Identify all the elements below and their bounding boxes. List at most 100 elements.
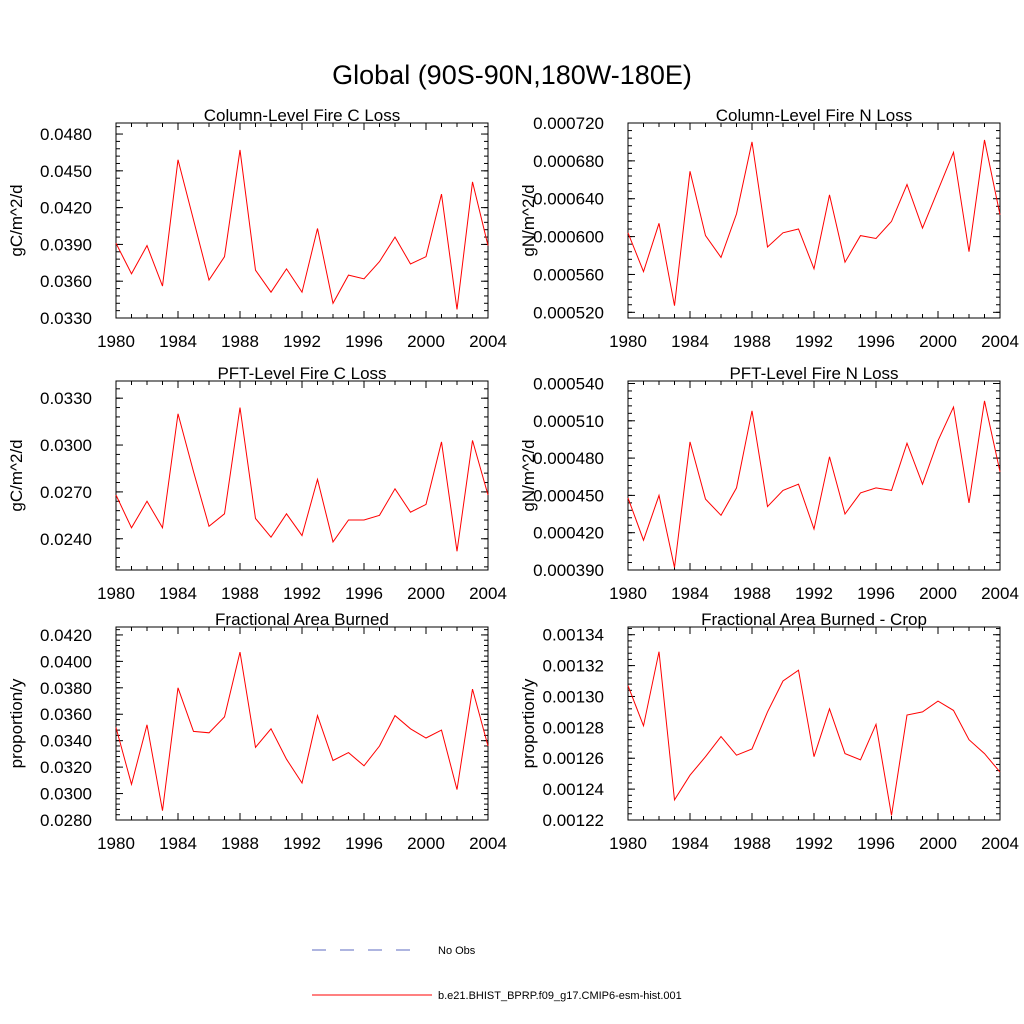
x-tick-label: 1992 bbox=[283, 584, 321, 603]
series-line bbox=[115, 407, 489, 552]
series-line bbox=[627, 400, 1001, 568]
legend-model-label: b.e21.BHIST_BPRP.f09_g17.CMIP6-esm-hist.… bbox=[438, 990, 682, 1002]
x-tick-label: 1980 bbox=[609, 584, 647, 603]
panel-title: PFT-Level Fire C Loss bbox=[217, 364, 386, 383]
x-tick-label: 1996 bbox=[345, 584, 383, 603]
panel-title: PFT-Level Fire N Loss bbox=[729, 364, 898, 383]
x-tick-label: 1996 bbox=[857, 332, 895, 351]
series-line bbox=[627, 651, 1001, 816]
y-tick-label: 0.0320 bbox=[40, 758, 92, 777]
y-tick-label: 0.000510 bbox=[533, 412, 604, 431]
x-tick-label: 1992 bbox=[283, 332, 321, 351]
y-tick-label: 0.0400 bbox=[40, 652, 92, 671]
y-tick-label: 0.000520 bbox=[533, 303, 604, 322]
x-tick-label: 1984 bbox=[159, 834, 197, 853]
x-tick-label: 1992 bbox=[795, 332, 833, 351]
x-tick-label: 1984 bbox=[671, 584, 709, 603]
y-tick-label: 0.00134 bbox=[543, 626, 604, 645]
x-tick-label: 2004 bbox=[981, 332, 1019, 351]
y-axis-label: proportion/y bbox=[519, 678, 538, 768]
x-tick-label: 1988 bbox=[733, 584, 771, 603]
y-tick-label: 0.0480 bbox=[40, 125, 92, 144]
chart-panel-1: 1980 1984 1988 1992 1996 2000 2004 0.0330 0.0360… bbox=[7, 106, 507, 351]
y-tick-label: 0.000390 bbox=[533, 561, 604, 580]
x-tick-label: 2000 bbox=[407, 834, 445, 853]
panel-title: Column-Level Fire N Loss bbox=[716, 106, 913, 125]
x-tick-label: 2004 bbox=[981, 834, 1019, 853]
x-tick-label: 2000 bbox=[919, 332, 957, 351]
y-tick-label: 0.0330 bbox=[40, 389, 92, 408]
x-tick-label: 2004 bbox=[469, 332, 507, 351]
y-axis-label: gN/m^2/d bbox=[519, 184, 538, 256]
x-tick-label: 2004 bbox=[981, 584, 1019, 603]
x-tick-label: 1984 bbox=[671, 332, 709, 351]
x-tick-label: 1984 bbox=[159, 332, 197, 351]
panel-title: Column-Level Fire C Loss bbox=[204, 106, 401, 125]
y-tick-label: 0.0360 bbox=[40, 705, 92, 724]
series-line bbox=[115, 651, 489, 811]
x-tick-label: 1996 bbox=[345, 834, 383, 853]
x-tick-label: 2000 bbox=[407, 584, 445, 603]
y-tick-label: 0.0380 bbox=[40, 679, 92, 698]
y-tick-label: 0.000540 bbox=[533, 374, 604, 393]
x-tick-label: 2004 bbox=[469, 584, 507, 603]
x-tick-label: 1996 bbox=[345, 332, 383, 351]
x-tick-label: 1996 bbox=[857, 584, 895, 603]
series-line bbox=[115, 149, 489, 310]
y-tick-label: 0.0330 bbox=[40, 309, 92, 328]
y-tick-label: 0.0450 bbox=[40, 162, 92, 181]
y-tick-label: 0.0390 bbox=[40, 235, 92, 254]
x-tick-label: 1980 bbox=[609, 332, 647, 351]
y-tick-label: 0.000560 bbox=[533, 265, 604, 284]
figure-title: Global (90S-90N,180W-180E) bbox=[332, 60, 692, 90]
x-tick-label: 1988 bbox=[733, 834, 771, 853]
chart-panel-3: 1980 1984 1988 1992 1996 2000 2004 0.0240 0.0270… bbox=[7, 364, 507, 603]
chart-panel-5: 1980 1984 1988 1992 1996 2000 2004 0.0280 0.0300… bbox=[7, 610, 507, 853]
x-tick-label: 1984 bbox=[671, 834, 709, 853]
y-tick-label: 0.00130 bbox=[543, 687, 604, 706]
y-tick-label: 0.000480 bbox=[533, 449, 604, 468]
y-tick-label: 0.0420 bbox=[40, 199, 92, 218]
y-axis-label: gC/m^2/d bbox=[7, 439, 26, 511]
y-axis-label: gN/m^2/d bbox=[519, 439, 538, 511]
legend: No Obs b.e21.BHIST_BPRP.f09_g17.CMIP6-es… bbox=[312, 945, 682, 1002]
chart-panels: 1980 1984 1988 1992 1996 2000 2004 0.0330 0.0360… bbox=[7, 106, 1019, 853]
y-tick-label: 0.00132 bbox=[543, 657, 604, 676]
y-tick-label: 0.0340 bbox=[40, 732, 92, 751]
y-tick-label: 0.000420 bbox=[533, 524, 604, 543]
y-tick-label: 0.0300 bbox=[40, 436, 92, 455]
chart-panel-2: 1980 1984 1988 1992 1996 2000 2004 0.000520 0.00… bbox=[519, 106, 1019, 351]
x-tick-label: 2000 bbox=[407, 332, 445, 351]
y-tick-label: 0.00122 bbox=[543, 811, 604, 830]
y-tick-label: 0.0240 bbox=[40, 530, 92, 549]
series-line bbox=[627, 139, 1001, 306]
y-tick-label: 0.0360 bbox=[40, 272, 92, 291]
panel-title: Fractional Area Burned - Crop bbox=[701, 610, 927, 629]
x-tick-label: 1980 bbox=[609, 834, 647, 853]
y-axis-label: proportion/y bbox=[7, 678, 26, 768]
y-tick-label: 0.000600 bbox=[533, 228, 604, 247]
x-tick-label: 1988 bbox=[221, 834, 259, 853]
x-tick-label: 2000 bbox=[919, 834, 957, 853]
chart-panel-6: 1980 1984 1988 1992 1996 2000 2004 0.00122 0.001… bbox=[519, 610, 1019, 853]
x-tick-label: 1988 bbox=[733, 332, 771, 351]
chart-panel-4: 1980 1984 1988 1992 1996 2000 2004 0.000390 0.00… bbox=[519, 364, 1019, 603]
x-tick-label: 1992 bbox=[283, 834, 321, 853]
x-tick-label: 1980 bbox=[97, 332, 135, 351]
y-tick-label: 0.0280 bbox=[40, 811, 92, 830]
y-tick-label: 0.000450 bbox=[533, 486, 604, 505]
x-tick-label: 1984 bbox=[159, 584, 197, 603]
y-tick-label: 0.0270 bbox=[40, 483, 92, 502]
x-tick-label: 1988 bbox=[221, 584, 259, 603]
x-tick-label: 1992 bbox=[795, 834, 833, 853]
y-tick-label: 0.000680 bbox=[533, 152, 604, 171]
x-tick-label: 1980 bbox=[97, 834, 135, 853]
x-tick-label: 2004 bbox=[469, 834, 507, 853]
x-tick-label: 1996 bbox=[857, 834, 895, 853]
y-tick-label: 0.0300 bbox=[40, 785, 92, 804]
y-tick-label: 0.000720 bbox=[533, 114, 604, 133]
y-tick-label: 0.00124 bbox=[543, 780, 604, 799]
y-tick-label: 0.00126 bbox=[543, 749, 604, 768]
